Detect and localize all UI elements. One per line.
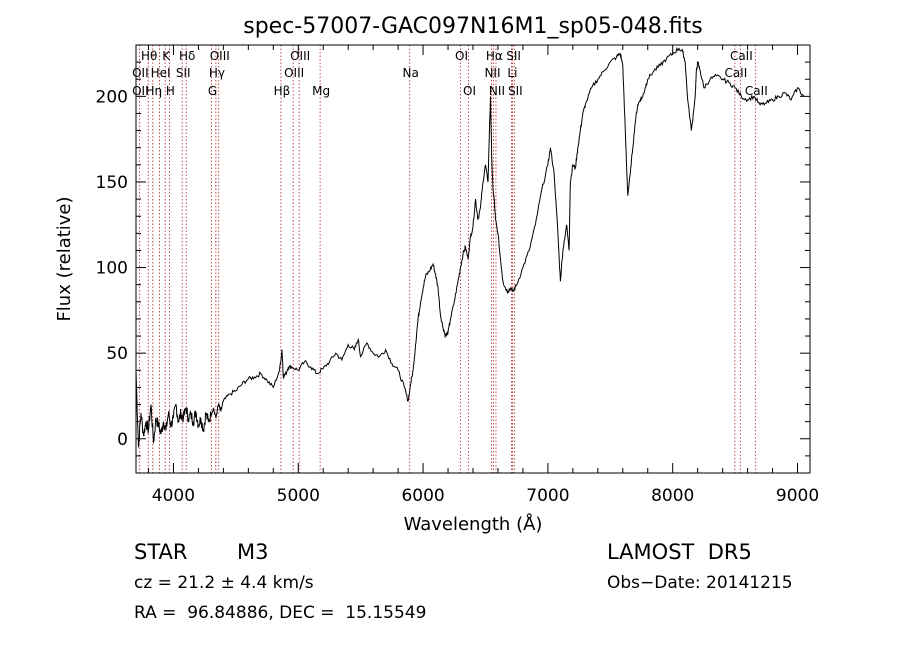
spectral-line-label: SII <box>506 49 521 63</box>
spectral-line-label: Mg <box>312 84 330 98</box>
y-tick-label: 50 <box>106 344 128 364</box>
object-subclass: M3 <box>237 540 269 564</box>
spectral-line-label: HeI <box>151 66 171 80</box>
x-tick-label: 9000 <box>776 486 819 506</box>
spectral-line-label: SII <box>508 84 523 98</box>
x-tick-label: 7000 <box>526 486 569 506</box>
spectral-line-label: Na <box>403 66 419 80</box>
observation-date: Obs−Date: 20141215 <box>607 573 793 593</box>
y-tick-label: 100 <box>96 259 128 279</box>
spectral-line-label: CaII <box>730 49 753 63</box>
object-class: STAR <box>134 540 188 564</box>
spectral-line-label: Li <box>507 66 517 80</box>
spectral-line-label: CaII <box>724 66 747 80</box>
x-axis-label: Wavelength (Å) <box>404 513 543 535</box>
spectral-line-label: OI <box>463 84 476 98</box>
y-axis-label: Flux (relative) <box>54 196 75 321</box>
y-tick-label: 200 <box>96 87 128 107</box>
y-tick-label: 150 <box>96 173 128 193</box>
spectral-line-label: Hθ <box>141 49 157 63</box>
x-tick-label: 8000 <box>651 486 694 506</box>
coordinates: RA = 96.84886, DEC = 15.15549 <box>134 603 427 623</box>
spectral-line-label: SII <box>176 66 191 80</box>
spectral-line-label: OIII <box>290 49 310 63</box>
spectral-marker-lines <box>138 45 756 473</box>
spectral-line-label: G <box>208 84 217 98</box>
redshift-cz: cz = 21.2 ± 4.4 km/s <box>134 573 314 593</box>
y-axis-ticks: 0 50 100 150 200 <box>96 61 810 457</box>
spectral-line-label: K <box>162 49 171 63</box>
spectral-line-label: NII <box>484 66 500 80</box>
spectral-line-label: Hγ <box>209 66 225 80</box>
x-tick-label: 5000 <box>277 486 320 506</box>
survey-name: LAMOST DR5 <box>607 540 752 564</box>
spectral-line-label: OII <box>132 66 149 80</box>
spectral-line-label: OIII <box>284 66 304 80</box>
spectrum-series-line <box>135 47 805 448</box>
x-axis-ticks: 4000 5000 6000 7000 8000 9000 <box>147 45 819 506</box>
plot-frame <box>135 44 811 474</box>
spectral-line-label: NII <box>489 84 505 98</box>
spectral-line-label: CaII <box>745 84 768 98</box>
spectral-line-label: OIII <box>210 49 230 63</box>
y-tick-label: 0 <box>117 430 128 450</box>
spectral-line-label: Hα <box>486 49 503 63</box>
spectral-line-label: Hβ <box>274 84 291 98</box>
spectral-line-label: OI <box>455 49 468 63</box>
x-tick-label: 4000 <box>152 486 195 506</box>
chart-title: spec-57007-GAC097N16M1_sp05-048.fits <box>243 14 703 39</box>
x-tick-label: 6000 <box>401 486 444 506</box>
spectral-line-label: H <box>166 84 175 98</box>
spectral-line-label: Hδ <box>179 49 195 63</box>
spectral-line-label: Hη <box>146 84 163 98</box>
